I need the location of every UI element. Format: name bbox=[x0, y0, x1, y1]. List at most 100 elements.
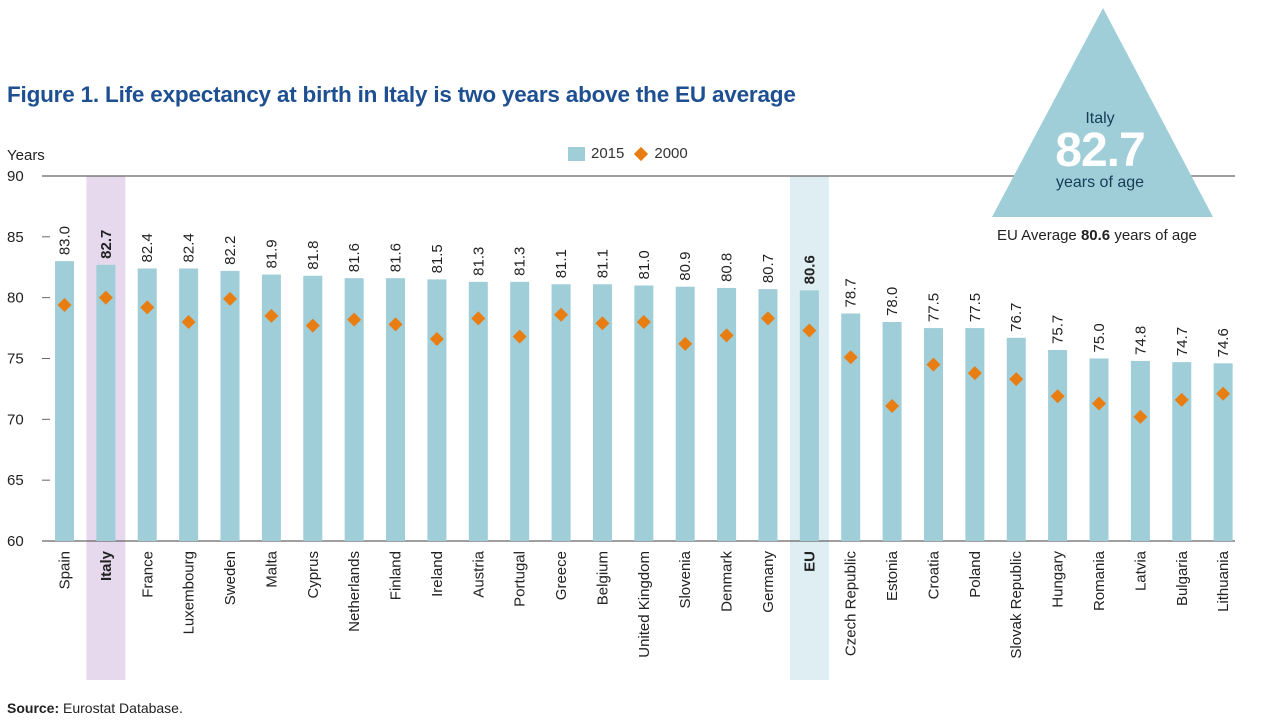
marker-2000-belgium bbox=[595, 316, 610, 331]
y-tick-label: 75 bbox=[7, 351, 24, 368]
marker-2000-cyprus bbox=[305, 318, 320, 333]
bar-2015-netherlands bbox=[344, 278, 364, 541]
category-label-belgium: Belgium bbox=[594, 551, 611, 605]
value-label-belgium: 81.1 bbox=[594, 249, 611, 278]
callout-triangle bbox=[992, 8, 1213, 217]
bar-2015-finland bbox=[386, 278, 406, 541]
category-label-netherlands: Netherlands bbox=[346, 551, 363, 632]
source-note: Source: Eurostat Database. bbox=[7, 700, 183, 716]
category-label-poland: Poland bbox=[967, 551, 984, 598]
bar-2015-slovak-republic bbox=[1006, 337, 1026, 541]
bar-2015-austria bbox=[468, 281, 488, 541]
marker-2000-netherlands bbox=[347, 312, 362, 327]
chart-title: Figure 1. Life expectancy at birth in It… bbox=[7, 82, 796, 107]
marker-2000-latvia bbox=[1133, 409, 1148, 424]
y-axis-label: Years bbox=[7, 147, 45, 164]
category-label-czech-republic: Czech Republic bbox=[843, 551, 860, 657]
bar-2015-hungary bbox=[1048, 349, 1068, 541]
value-label-italy: 82.7 bbox=[98, 230, 115, 259]
callout-unit: years of age bbox=[1055, 174, 1145, 191]
marker-2000-spain bbox=[57, 297, 72, 312]
source-text: Eurostat Database. bbox=[59, 700, 183, 716]
value-label-finland: 81.6 bbox=[388, 243, 405, 272]
callout-value: 82.7 bbox=[1055, 124, 1145, 177]
marker-2000-croatia bbox=[926, 357, 941, 372]
value-label-france: 82.4 bbox=[139, 233, 156, 262]
bar-2015-malta bbox=[261, 274, 281, 541]
legend-2000-label: 2000 bbox=[654, 145, 688, 162]
value-label-denmark: 80.8 bbox=[719, 253, 736, 282]
category-label-croatia: Croatia bbox=[925, 550, 942, 599]
eu-average-value: 80.6 bbox=[1080, 227, 1111, 244]
y-tick-label: 65 bbox=[7, 472, 24, 489]
marker-2000-romania bbox=[1092, 396, 1106, 411]
marker-2000-portugal bbox=[512, 329, 527, 344]
marker-2000-germany bbox=[760, 311, 775, 326]
value-label-bulgaria: 74.7 bbox=[1174, 327, 1191, 356]
value-label-cyprus: 81.8 bbox=[305, 241, 322, 270]
value-label-hungary: 75.7 bbox=[1050, 315, 1067, 344]
category-label-austria: Austria bbox=[470, 550, 487, 597]
value-label-spain: 83.0 bbox=[57, 226, 74, 255]
value-label-latvia: 74.8 bbox=[1132, 326, 1149, 355]
bar-2015-bulgaria bbox=[1172, 362, 1192, 541]
marker-2000-ireland bbox=[429, 332, 444, 347]
value-label-malta: 81.9 bbox=[263, 239, 280, 268]
marker-2000-united-kingdom bbox=[636, 315, 651, 329]
bar-2015-estonia bbox=[882, 322, 902, 541]
value-label-eu: 80.6 bbox=[801, 255, 818, 284]
category-label-cyprus: Cyprus bbox=[305, 551, 322, 599]
value-label-sweden: 82.2 bbox=[222, 236, 239, 265]
eu-average-prefix: EU Average bbox=[997, 227, 1081, 244]
eu-average-suffix: years of age bbox=[1110, 227, 1197, 244]
bar-2015-eu bbox=[799, 290, 819, 541]
category-label-eu: EU bbox=[801, 551, 818, 572]
value-label-portugal: 81.3 bbox=[512, 247, 529, 276]
value-label-ireland: 81.5 bbox=[429, 244, 446, 273]
y-tick-label: 80 bbox=[7, 290, 24, 307]
category-label-portugal: Portugal bbox=[512, 551, 529, 607]
bar-2015-cyprus bbox=[303, 275, 323, 541]
value-label-estonia: 78.0 bbox=[884, 287, 901, 316]
bar-2015-germany bbox=[758, 289, 778, 541]
y-tick-label: 60 bbox=[7, 533, 24, 550]
category-label-romania: Romania bbox=[1091, 550, 1108, 611]
marker-2000-czech-republic bbox=[843, 350, 858, 365]
bar-2015-denmark bbox=[717, 287, 737, 541]
marker-2000-poland bbox=[967, 366, 982, 381]
value-label-poland: 77.5 bbox=[967, 293, 984, 322]
marker-2000-estonia bbox=[885, 398, 900, 413]
marker-2000-france bbox=[140, 300, 155, 315]
value-label-czech-republic: 78.7 bbox=[843, 278, 860, 307]
category-label-spain: Spain bbox=[57, 551, 74, 589]
value-label-lithuania: 74.6 bbox=[1215, 328, 1232, 357]
category-label-latvia: Latvia bbox=[1132, 550, 1149, 591]
legend: 2015 2000 bbox=[568, 145, 688, 162]
category-label-sweden: Sweden bbox=[222, 551, 239, 605]
y-tick-label: 70 bbox=[7, 411, 24, 428]
marker-2000-denmark bbox=[719, 328, 734, 343]
bar-2015-sweden bbox=[220, 270, 240, 541]
bar-2015-romania bbox=[1089, 358, 1109, 541]
bar-2015-belgium bbox=[592, 284, 612, 541]
value-label-croatia: 77.5 bbox=[925, 293, 942, 322]
marker-2000-hungary bbox=[1050, 389, 1065, 404]
bar-2015-czech-republic bbox=[841, 313, 861, 541]
category-label-denmark: Denmark bbox=[719, 551, 736, 612]
legend-2015-swatch bbox=[568, 146, 585, 161]
bar-2015-portugal bbox=[510, 281, 530, 541]
bar-2015-slovenia bbox=[675, 286, 695, 541]
category-label-united-kingdom: United Kingdom bbox=[636, 551, 653, 658]
category-label-finland: Finland bbox=[388, 551, 405, 600]
category-label-slovenia: Slovenia bbox=[677, 550, 694, 608]
legend-2015-label: 2015 bbox=[591, 145, 625, 162]
category-label-luxembourg: Luxembourg bbox=[181, 551, 198, 634]
value-label-slovenia: 80.9 bbox=[677, 252, 694, 281]
marker-2000-finland bbox=[388, 317, 403, 332]
marker-2000-eu bbox=[802, 323, 817, 338]
value-label-greece: 81.1 bbox=[553, 249, 570, 278]
value-label-germany: 80.7 bbox=[760, 254, 777, 283]
callout-country: Italy bbox=[1085, 110, 1115, 127]
category-label-ireland: Ireland bbox=[429, 551, 446, 597]
marker-2000-malta bbox=[264, 308, 279, 323]
